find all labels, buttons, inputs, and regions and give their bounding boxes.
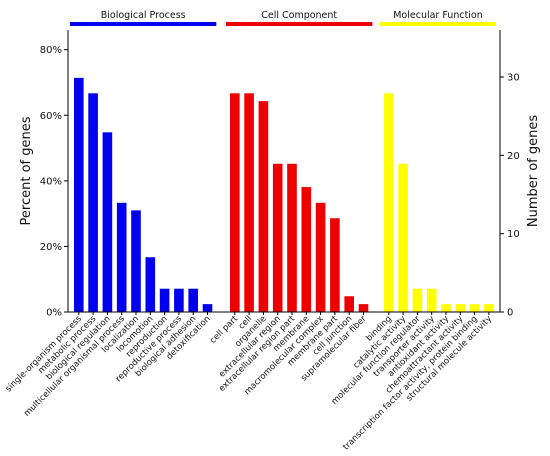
bar (131, 210, 141, 312)
y-tick-label: 40% (40, 176, 62, 187)
bar (344, 296, 354, 312)
bar (315, 202, 326, 312)
y-ticks-right: 0 10 20 30 (500, 73, 520, 319)
y-tick-label: 0% (46, 308, 62, 319)
group-header-bar (226, 22, 373, 26)
group-header-label: Biological Process (101, 10, 186, 21)
bar (469, 304, 480, 312)
bar (244, 93, 254, 312)
y-axis-title: Percent of genes (19, 116, 34, 225)
y-ticks-left: 0% 20% 40% 60% 80% (40, 45, 68, 319)
bars (74, 77, 494, 313)
bar (102, 132, 113, 312)
y2-axis-title: Number of genes (526, 115, 541, 228)
bar (330, 218, 340, 312)
group-header-label: Molecular Function (393, 10, 483, 21)
y2-tick-label: 0 (507, 308, 513, 319)
bar (426, 288, 437, 312)
bar (441, 304, 451, 312)
bar (272, 163, 283, 312)
bar (230, 93, 240, 312)
bar (455, 304, 466, 312)
bar (301, 187, 312, 312)
bar (188, 288, 198, 312)
y-tick-label: 60% (40, 111, 62, 122)
y2-tick-label: 20 (507, 151, 520, 162)
bar (145, 257, 156, 312)
y2-tick-label: 10 (507, 229, 520, 240)
bar (398, 163, 408, 312)
bar (258, 101, 269, 312)
y-tick-label: 80% (40, 45, 62, 56)
group-headers: Biological Process Cell Component Molecula… (70, 10, 496, 26)
group-header-bar (70, 22, 217, 26)
bar (202, 304, 213, 312)
bar (287, 163, 297, 312)
bar (88, 93, 98, 312)
y2-tick-label: 30 (507, 73, 520, 84)
bar (384, 93, 394, 312)
bar (174, 288, 184, 312)
bar (412, 288, 423, 312)
bar (358, 304, 369, 312)
group-header-label: Cell Component (261, 10, 337, 21)
bar (484, 304, 494, 312)
bar (74, 77, 84, 313)
bar (159, 288, 170, 312)
bar (116, 202, 127, 312)
group-header-bar (380, 22, 496, 26)
y-tick-label: 20% (40, 242, 62, 253)
